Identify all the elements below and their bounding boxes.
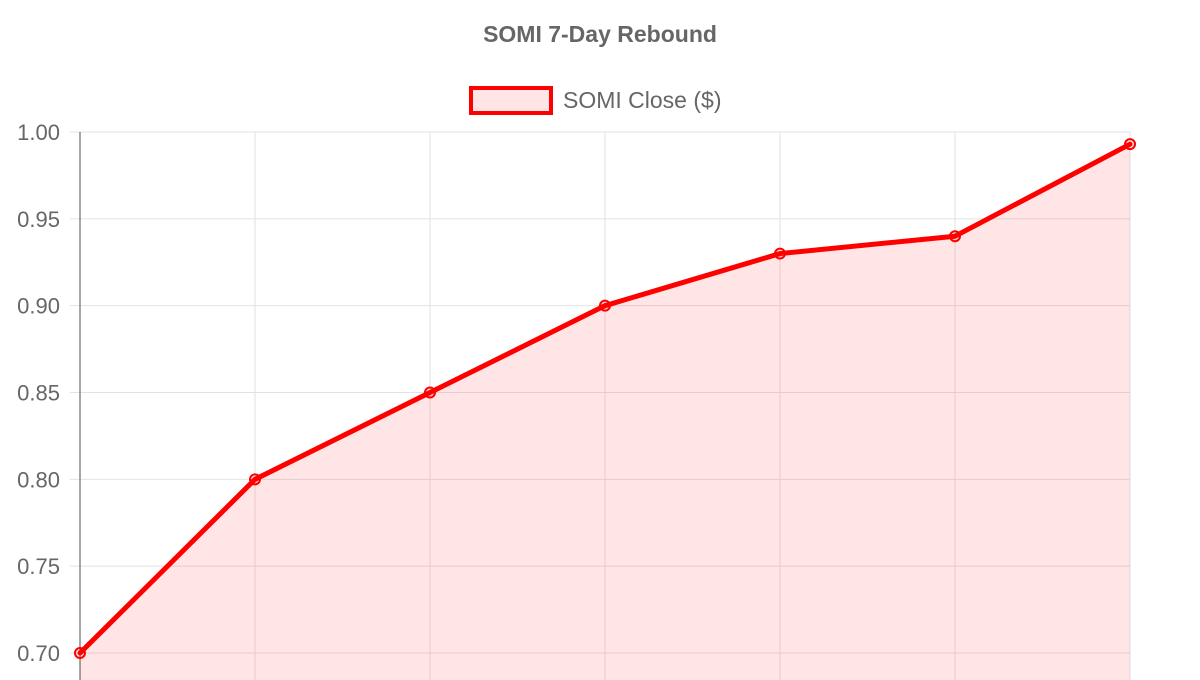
data-series	[74, 138, 1136, 680]
data-point[interactable]	[774, 247, 786, 260]
data-point[interactable]	[599, 299, 611, 312]
data-point[interactable]	[424, 386, 436, 399]
chart-title: SOMI 7-Day Rebound	[483, 21, 717, 47]
y-tick-label: 0.95	[17, 207, 60, 232]
y-tick-label: 1.00	[17, 120, 60, 145]
data-point[interactable]	[1124, 138, 1136, 151]
legend[interactable]: SOMI Close ($)	[469, 86, 721, 115]
data-point[interactable]	[949, 230, 961, 243]
grid	[70, 131, 1131, 680]
y-tick-label: 0.80	[17, 467, 60, 492]
data-point[interactable]	[74, 647, 86, 659]
series-area-fill	[80, 144, 1130, 680]
y-tick-label: 0.90	[17, 294, 60, 319]
legend-label: SOMI Close ($)	[563, 87, 721, 113]
y-tick-label: 0.85	[17, 381, 60, 406]
y-tick-label: 0.70	[17, 641, 60, 666]
axes: 1.00 0.95 0.90 0.85 0.80 0.75 0.70	[17, 120, 81, 680]
legend-swatch	[469, 86, 553, 115]
series-line	[77, 141, 1133, 656]
data-point[interactable]	[249, 473, 261, 486]
y-tick-label: 0.75	[17, 554, 60, 579]
